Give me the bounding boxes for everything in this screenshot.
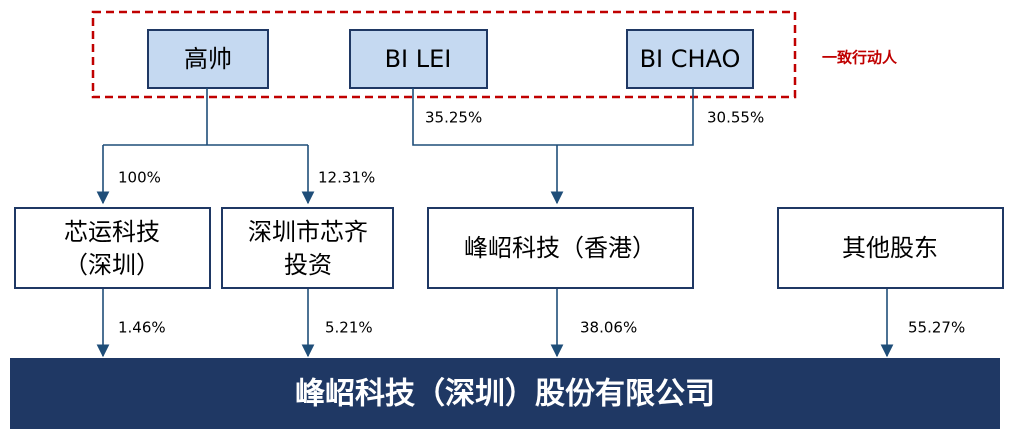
edge-label: 100% — [118, 169, 161, 187]
group-label: 一致行动人 — [822, 49, 898, 67]
company-label: （深圳） — [64, 251, 160, 279]
company-box — [14, 207, 211, 289]
edge-label: 30.55% — [707, 109, 764, 127]
company-label: 其他股东 — [842, 234, 938, 262]
edge-label: 1.46% — [118, 319, 166, 337]
edge-label: 12.31% — [318, 169, 375, 187]
company-box — [427, 207, 694, 289]
company-name: 峰岹科技（深圳）股份有限公司 — [295, 377, 715, 412]
connectors — [96, 88, 894, 358]
shareholder-box — [147, 29, 269, 89]
company-box — [221, 207, 394, 289]
edge-label: 5.21% — [325, 319, 373, 337]
company-label: 深圳市芯齐 — [248, 218, 368, 246]
company-box — [777, 207, 1004, 289]
company-label: 芯运科技 — [64, 218, 160, 246]
concert-group-frame — [91, 10, 797, 99]
company-banner — [10, 358, 1000, 429]
shareholder-box — [626, 29, 754, 89]
company-label: 投资 — [284, 251, 332, 279]
shareholder-box — [349, 29, 488, 89]
shareholder-label: 高帅 — [184, 45, 232, 73]
edge-label: 55.27% — [908, 319, 965, 337]
edge-label: 38.06% — [580, 319, 637, 337]
company-label: 峰岹科技（香港） — [464, 234, 656, 262]
shareholder-label: BI LEI — [385, 45, 452, 73]
shareholder-label: BI CHAO — [640, 45, 741, 73]
edge-label: 35.25% — [425, 109, 482, 127]
